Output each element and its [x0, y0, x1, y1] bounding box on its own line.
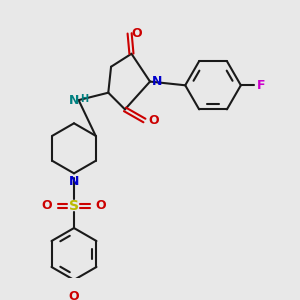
Text: H: H — [80, 94, 88, 104]
Text: O: O — [69, 290, 79, 300]
Text: S: S — [69, 199, 79, 213]
Text: N: N — [152, 75, 163, 88]
Text: O: O — [42, 199, 52, 212]
Text: O: O — [96, 199, 106, 212]
Text: N: N — [69, 94, 79, 106]
Text: O: O — [132, 27, 142, 40]
Text: N: N — [69, 175, 79, 188]
Text: F: F — [257, 79, 266, 92]
Text: O: O — [148, 114, 159, 127]
